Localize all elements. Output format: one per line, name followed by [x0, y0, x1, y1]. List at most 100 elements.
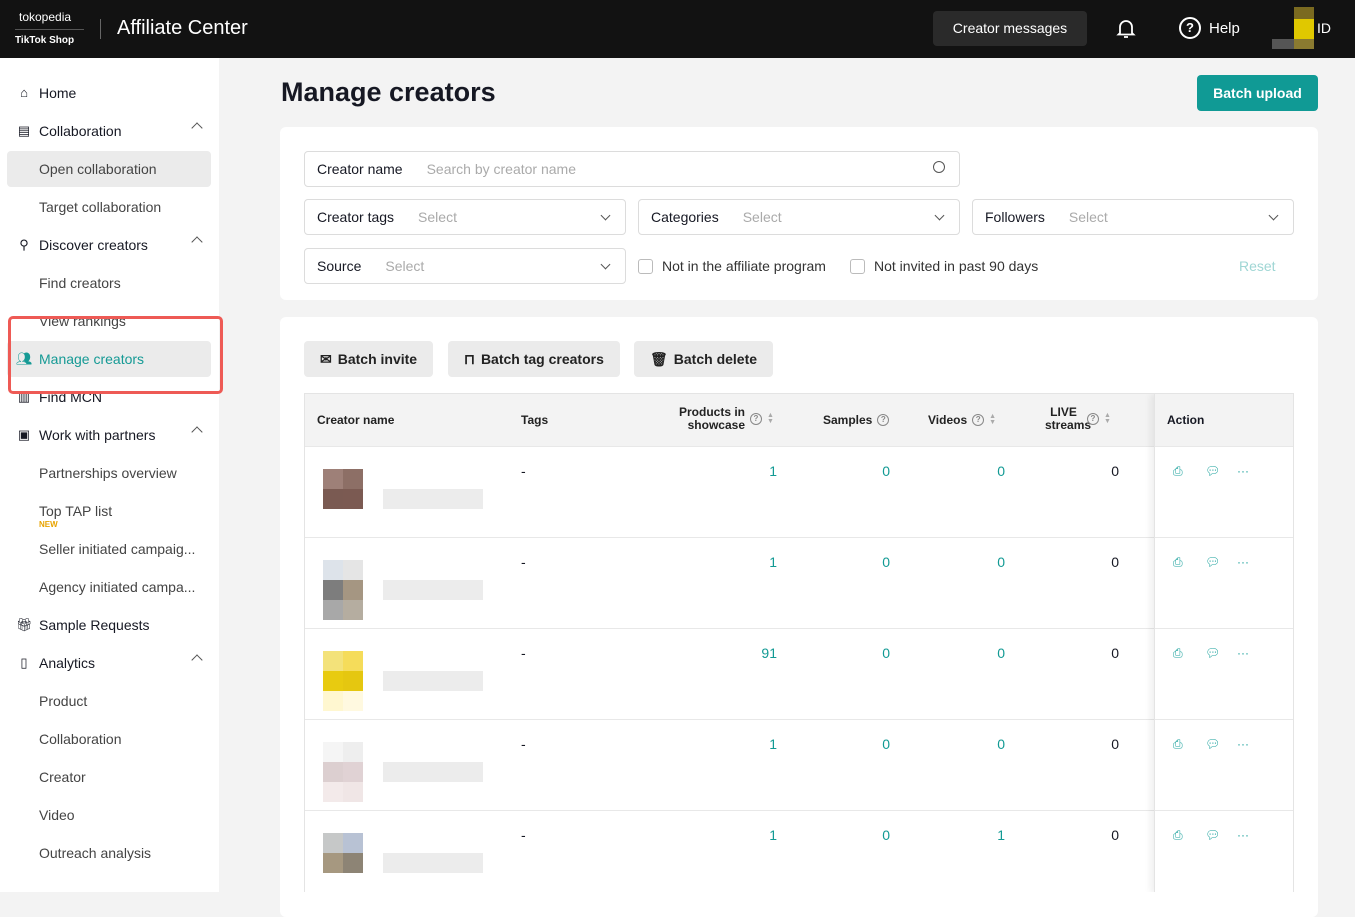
sort-icon[interactable]: ▲ ▼	[1104, 412, 1111, 425]
creator-name-search[interactable]: Creator name Search by creator name	[304, 151, 960, 187]
sidebar-item-creator[interactable]: Creator	[7, 759, 211, 795]
table-row[interactable]: - 1 0 0 0	[305, 537, 1293, 628]
action-cell: ⎙ 💬︎ ···	[1155, 537, 1293, 628]
divider	[100, 19, 101, 39]
more-icon[interactable]: ···	[1237, 737, 1249, 751]
creator-avatar-blurred[interactable]	[323, 722, 483, 808]
invite-icon[interactable]: ⎙	[1173, 464, 1183, 478]
creator-avatar-blurred[interactable]	[323, 813, 483, 892]
message-icon[interactable]: 💬︎	[1205, 737, 1221, 751]
sidebar-item-agency-campaigns[interactable]: Agency initiated campa...	[7, 569, 211, 605]
sidebar-item-partnerships-overview[interactable]: Partnerships overview	[7, 455, 211, 491]
samples-cell[interactable]: 0	[882, 827, 890, 843]
sidebar-item-analytics[interactable]: ▯ Analytics	[7, 645, 211, 681]
products-cell[interactable]: 91	[761, 645, 777, 661]
col-products[interactable]: Products in showcase? ▲ ▼	[667, 406, 774, 432]
followers-select[interactable]: Followers Select	[972, 199, 1294, 235]
sidebar-item-work-with-partners[interactable]: ▣ Work with partners	[7, 417, 211, 453]
batch-invite-button[interactable]: ✉ Batch invite	[304, 341, 434, 377]
invite-icon[interactable]: ⎙	[1173, 737, 1183, 751]
batch-delete-button[interactable]: 🗑︎ Batch delete	[634, 341, 774, 377]
sidebar-item-video[interactable]: Video	[7, 797, 211, 833]
categories-select[interactable]: Categories Select	[638, 199, 960, 235]
sidebar-item-outreach-analysis[interactable]: Outreach analysis	[7, 835, 211, 871]
invite-icon[interactable]: ⎙	[1173, 555, 1183, 569]
search-icon[interactable]	[933, 161, 945, 173]
products-cell[interactable]: 1	[769, 827, 777, 843]
sidebar-item-product[interactable]: Product	[7, 683, 211, 719]
action-cell: ⎙ 💬︎ ···	[1155, 810, 1293, 892]
info-icon[interactable]: ?	[877, 414, 890, 426]
sort-icon[interactable]: ▲ ▼	[767, 412, 774, 425]
not-in-program-checkbox[interactable]: Not in the affiliate program	[638, 258, 826, 274]
batch-upload-button[interactable]: Batch upload	[1197, 75, 1318, 111]
creator-avatar-blurred[interactable]	[323, 631, 483, 717]
table-row[interactable]: - 91 0 0 0	[305, 628, 1293, 719]
samples-cell[interactable]: 0	[882, 736, 890, 752]
sidebar-item-open-collaboration[interactable]: Open collaboration	[7, 151, 211, 187]
more-icon[interactable]: ···	[1237, 646, 1249, 660]
sort-icon[interactable]: ▲ ▼	[989, 413, 997, 426]
sidebar-item-top-tap-list[interactable]: Top TAP list NEW	[7, 493, 211, 529]
samples-cell[interactable]: 0	[882, 463, 890, 479]
videos-cell[interactable]: 1	[997, 827, 1005, 843]
sidebar-item-seller-campaigns[interactable]: Seller initiated campaig...	[7, 531, 211, 567]
creator-messages-button[interactable]: Creator messages	[933, 11, 1087, 46]
samples-cell[interactable]: 0	[882, 554, 890, 570]
reset-button[interactable]: Reset	[1239, 258, 1276, 274]
col-videos[interactable]: Videos? ▲ ▼	[928, 413, 996, 427]
col-live[interactable]: LIVE streams? ▲ ▼	[1045, 406, 1111, 432]
samples-cell[interactable]: 0	[882, 645, 890, 661]
label: Partnerships overview	[39, 465, 177, 481]
more-icon[interactable]: ···	[1237, 464, 1249, 478]
chevron-down-icon	[600, 210, 611, 221]
avatar[interactable]	[1272, 7, 1314, 49]
message-icon[interactable]: 💬︎	[1205, 646, 1221, 660]
bell-icon[interactable]	[1114, 16, 1138, 40]
table-row[interactable]: - 1 0 1 0	[305, 810, 1293, 892]
videos-cell[interactable]: 0	[997, 463, 1005, 479]
checkbox[interactable]	[638, 258, 653, 274]
table-row[interactable]: - 1 0 0 0	[305, 446, 1293, 537]
info-icon[interactable]: ?	[750, 413, 762, 425]
videos-cell[interactable]: 0	[997, 645, 1005, 661]
info-icon[interactable]: ?	[1087, 413, 1099, 425]
not-invited-checkbox[interactable]: Not invited in past 90 days	[850, 258, 1038, 274]
videos-cell[interactable]: 0	[997, 554, 1005, 570]
action-column: Action ⎙ 💬︎ ··· ⎙ 💬︎ ··· ⎙ 💬︎ ··· ⎙ 💬︎ ·…	[1154, 394, 1293, 892]
sidebar-item-collaboration[interactable]: ▤ Collaboration	[7, 113, 211, 149]
checkbox[interactable]	[850, 258, 865, 274]
creator-tags-select[interactable]: Creator tags Select	[304, 199, 626, 235]
bookmark-icon: ⊓	[464, 350, 475, 367]
more-icon[interactable]: ···	[1237, 555, 1249, 569]
label: Products in showcase	[678, 405, 745, 432]
message-icon[interactable]: 💬︎	[1205, 555, 1221, 569]
sidebar-item-target-collaboration[interactable]: Target collaboration	[7, 189, 211, 225]
sidebar-item-sample-requests[interactable]: 🎁︎ Sample Requests	[7, 607, 211, 643]
sidebar-item-home[interactable]: ⌂ Home	[7, 75, 211, 111]
region-label[interactable]: ID	[1317, 20, 1331, 36]
sidebar-item-find-creators[interactable]: Find creators	[7, 265, 211, 301]
top-bar: tokopedia TikTok Shop Affiliate Center C…	[0, 0, 1355, 58]
source-select[interactable]: Source Select	[304, 248, 626, 284]
sidebar-item-analytics-collaboration[interactable]: Collaboration	[7, 721, 211, 757]
table-row[interactable]: - 1 0 0 0	[305, 719, 1293, 810]
message-icon[interactable]: 💬︎	[1205, 464, 1221, 478]
creator-avatar-blurred[interactable]	[323, 449, 483, 535]
info-icon[interactable]: ?	[972, 414, 985, 426]
batch-tag-button[interactable]: ⊓ Batch tag creators	[448, 341, 620, 377]
invite-icon[interactable]: ⎙	[1173, 828, 1183, 842]
col-creator-name: Creator name	[317, 413, 395, 427]
products-cell[interactable]: 1	[769, 463, 777, 479]
more-icon[interactable]: ···	[1237, 828, 1249, 842]
creator-avatar-blurred[interactable]	[323, 540, 483, 626]
sidebar-item-discover-creators[interactable]: ⚲ Discover creators	[7, 227, 211, 263]
invite-icon[interactable]: ⎙	[1173, 646, 1183, 660]
search-input[interactable]: Search by creator name	[426, 161, 576, 177]
videos-cell[interactable]: 0	[997, 736, 1005, 752]
help-button[interactable]: ? Help	[1179, 17, 1240, 39]
products-cell[interactable]: 1	[769, 736, 777, 752]
message-icon[interactable]: 💬︎	[1205, 828, 1221, 842]
products-cell[interactable]: 1	[769, 554, 777, 570]
sidebar-item-manage-creators[interactable]: 👥︎ Manage creators	[7, 341, 211, 377]
